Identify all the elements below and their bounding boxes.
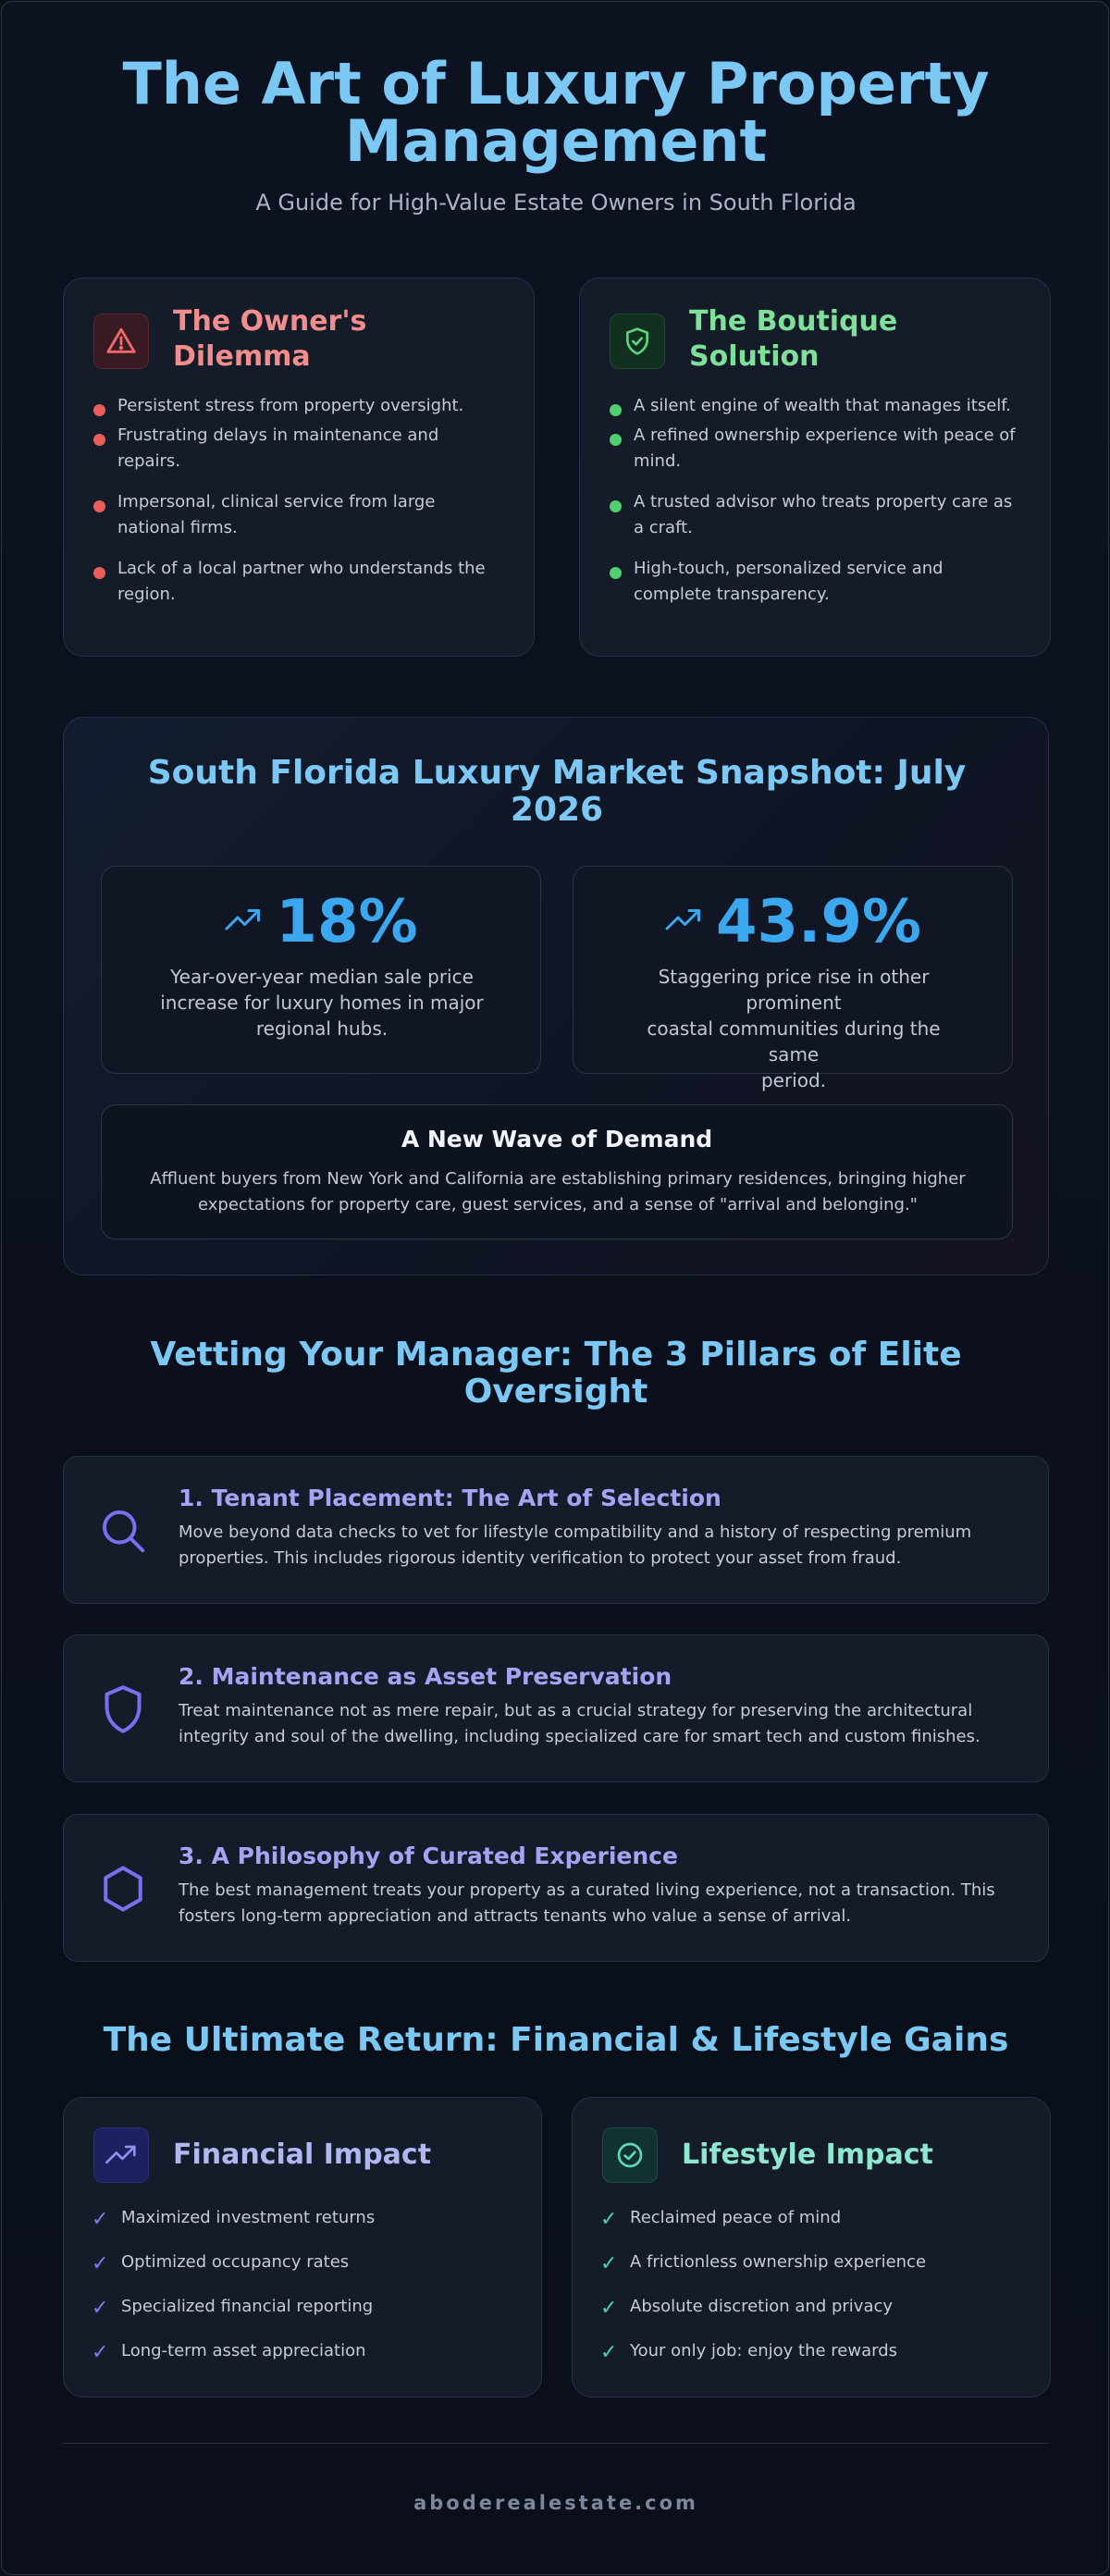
lifestyle-impact-card: Lifestyle Impact ✓ Reclaimed peace of min… xyxy=(572,2097,1051,2397)
pillar-title: 2. Maintenance as Asset Preservation xyxy=(179,1663,672,1690)
list-item: ✓ Reclaimed peace of mind xyxy=(600,2208,842,2231)
list-item: Persistent stress from property oversigh… xyxy=(93,393,510,419)
solution-card: The Boutique Solution A silent engine of… xyxy=(579,277,1051,657)
lifestyle-impact-title: Lifestyle Impact xyxy=(682,2138,933,2171)
lifestyle-impact-list: ✓ Reclaimed peace of mind ✓ A frictionless… xyxy=(600,2207,926,2385)
footer-divider xyxy=(63,2443,1049,2444)
list-item: ✓ Maximized investment returns xyxy=(92,2208,376,2231)
trending-up-icon xyxy=(93,2127,149,2183)
check-icon: ✓ xyxy=(92,2297,109,2320)
list-item: ✓ Optimized occupancy rates xyxy=(92,2252,350,2275)
pillar-text: The best management treats your property… xyxy=(179,1880,995,1926)
pillar-maintenance: 2. Maintenance as Asset Preservation Tre… xyxy=(63,1634,1049,1782)
list-item: A trusted advisor who treats property ca… xyxy=(610,489,1026,541)
stat-card-coastal-rise: 43.9% Staggering price rise in other pro… xyxy=(573,866,1013,1091)
financial-impact-title: Financial Impact xyxy=(173,2138,432,2171)
page-title: The Art of Luxury Property Management xyxy=(122,50,990,175)
list-item: ✓ Specialized financial reporting xyxy=(92,2297,374,2320)
check-icon: ✓ xyxy=(600,2297,618,2320)
stat-description: Year-over-year median sale price increas… xyxy=(160,966,484,1040)
check-icon: ✓ xyxy=(92,2341,109,2364)
snapshot-title: South Florida Luxury Market Snapshot: Ju… xyxy=(147,754,967,829)
dilemma-list: Persistent stress from property oversigh… xyxy=(93,393,510,622)
dilemma-card: The Owner's Dilemma Persistent stress fr… xyxy=(63,277,535,657)
stat-description: Staggering price rise in other prominent… xyxy=(647,966,941,1091)
list-item: ✓ Long-term asset appreciation xyxy=(92,2341,366,2364)
shield-icon xyxy=(95,1682,151,1737)
pillar-text: Move beyond data checks to vet for lifes… xyxy=(179,1522,972,1568)
dilemma-title: The Owner's Dilemma xyxy=(173,305,367,373)
market-snapshot: South Florida Luxury Market Snapshot: Ju… xyxy=(63,717,1049,1276)
pillar-tenant-placement: 1. Tenant Placement: The Art of Selectio… xyxy=(63,1456,1049,1604)
trending-up-icon xyxy=(224,906,263,938)
solution-title: The Boutique Solution xyxy=(689,305,898,373)
list-item: Lack of a local partner who understands … xyxy=(93,556,510,608)
list-item: Frustrating delays in maintenance and rep… xyxy=(93,423,510,475)
solution-list: A silent engine of wealth that manages i… xyxy=(610,393,1026,622)
shield-check-icon xyxy=(610,314,665,369)
hexagon-icon xyxy=(95,1861,151,1917)
list-item: A silent engine of wealth that manages i… xyxy=(610,393,1026,419)
check-icon: ✓ xyxy=(92,2252,109,2275)
returns-title: The Ultimate Return: Financial & Lifesty… xyxy=(103,2021,1009,2059)
financial-impact-list: ✓ Maximized investment returns ✓ Optimized… xyxy=(92,2207,375,2385)
stat-value: 18% xyxy=(276,888,418,956)
pillars-title: Vetting Your Manager: The 3 Pillars of E… xyxy=(150,1336,962,1411)
demand-text: Affluent buyers from New York and Califo… xyxy=(150,1169,966,1214)
list-item: Impersonal, clinical service from large n… xyxy=(93,489,510,541)
page-subtitle: A Guide for High-Value Estate Owners in … xyxy=(255,190,857,216)
footer-site-link[interactable]: aboderealestate.com xyxy=(413,2492,698,2514)
warning-triangle-icon xyxy=(93,314,149,369)
list-item: ✓ Absolute discretion and privacy xyxy=(600,2297,894,2320)
search-icon xyxy=(95,1503,151,1559)
trending-up-icon xyxy=(664,906,703,938)
stat-value: 43.9% xyxy=(715,888,922,956)
check-icon: ✓ xyxy=(600,2252,618,2275)
demand-title: A New Wave of Demand xyxy=(401,1126,713,1152)
check-icon: ✓ xyxy=(92,2208,109,2231)
pillar-title: 1. Tenant Placement: The Art of Selectio… xyxy=(179,1485,722,1511)
check-circle-icon xyxy=(602,2127,658,2183)
pillar-title: 3. A Philosophy of Curated Experience xyxy=(179,1843,678,1869)
check-icon: ✓ xyxy=(600,2341,618,2364)
stat-card-median-price: 18% Year-over-year median sale price inc… xyxy=(101,866,541,1074)
list-item: High-touch, personalized service and comp… xyxy=(610,556,1026,608)
list-item: ✓ Your only job: enjoy the rewards xyxy=(600,2341,898,2364)
pillar-text: Treat maintenance not as mere repair, bu… xyxy=(179,1701,980,1746)
check-icon: ✓ xyxy=(600,2208,618,2231)
list-item: A refined ownership experience with peac… xyxy=(610,423,1026,475)
financial-impact-card: Financial Impact ✓ Maximized investment r… xyxy=(63,2097,542,2397)
list-item: ✓ A frictionless ownership experience xyxy=(600,2252,927,2275)
demand-callout: A New Wave of Demand Affluent buyers fro… xyxy=(101,1104,1013,1239)
pillar-curated-experience: 3. A Philosophy of Curated Experience Th… xyxy=(63,1814,1049,1962)
